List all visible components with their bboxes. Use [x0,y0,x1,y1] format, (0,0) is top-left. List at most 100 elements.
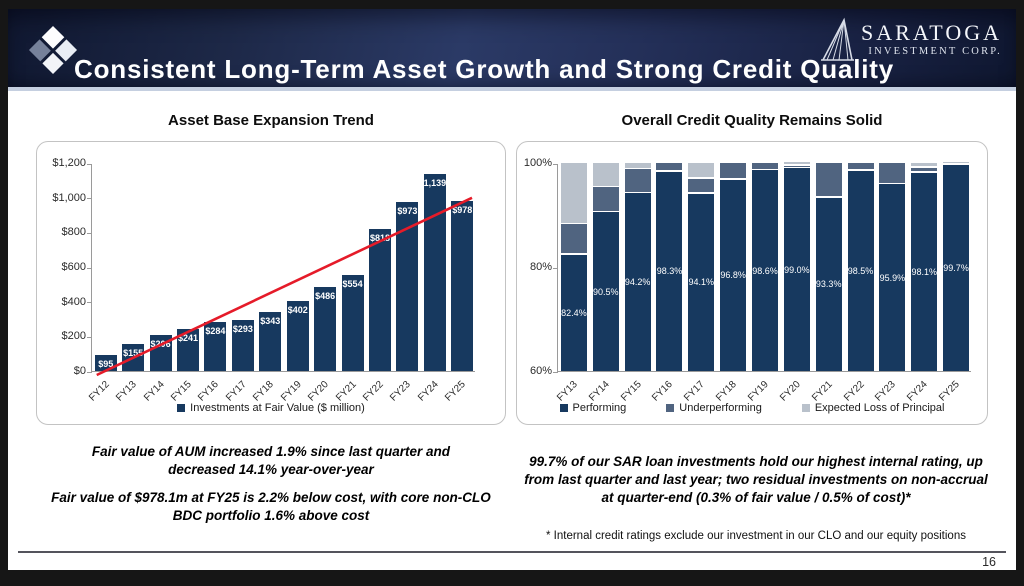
credit-bar-segment-performing [879,184,906,371]
credit-bar-segment-performing [592,212,619,371]
credit-bar-segment-performing [783,168,810,371]
credit-bar-segment-underperforming [815,163,842,197]
diamond-icon [28,25,78,75]
credit-bar-segment-expected-loss-of-principal [624,163,651,168]
credit-bar-value-label: 99.7% [943,262,969,273]
legend-label: Expected Loss of Principal [814,402,945,414]
y-axis-tick-label: $400 [61,295,86,308]
credit-bar-segment-underperforming [752,163,778,169]
legend-label: Underperforming [679,402,762,414]
credit-bar-segment-performing [943,164,970,371]
credit-bar-value-label: 94.1% [688,277,715,288]
y-axis-tick-label: $600 [61,261,86,273]
credit-bar-segment-performing [815,197,842,371]
credit-bar-segment-performing [847,170,874,371]
aum-bar [396,202,419,371]
credit-bar-value-label: 90.5% [593,286,619,297]
slide: Consistent Long-Term Asset Growth and St… [8,9,1016,570]
legend-item-performing: Performing [559,402,627,414]
aum-chart-title: Asset Base Expansion Trend [168,112,374,129]
aum-bar-value-label: $343 [260,315,281,326]
aum-bar [423,173,446,371]
aum-chart-legend: Investments at Fair Value ($ million) [37,402,505,414]
legend-swatch-expected-loss-of-principal [801,404,810,412]
y-axis-tick-label: 80% [529,261,552,273]
legend-swatch-underperforming [666,404,675,412]
y-axis-tick-label: $1,200 [52,157,86,169]
credit-bar-segment-performing [688,193,715,371]
saratoga-logo: SARATOGA INVESTMENT CORP. [819,16,1002,62]
credit-bar-segment-expected-loss-of-principal [783,162,810,165]
credit-bar-segment-expected-loss-of-principal [560,163,587,223]
aum-bar-value-label: $95 [98,358,114,369]
credit-bar-segment-performing [656,171,683,371]
bottom-divider [18,551,1006,553]
credit-bar-segment-underperforming [879,163,906,183]
y-axis-tick-label: $200 [61,330,86,343]
y-axis-tick-label: $0 [73,365,86,377]
header-accent-strip [8,87,1016,91]
y-axis-tick [87,163,92,165]
credit-bar-segment-performing [624,193,651,371]
credit-bar-value-label: 98.5% [847,265,874,276]
y-axis-tick-label: $800 [61,226,86,239]
legend-swatch-performing [559,404,568,412]
aum-bar-value-label: 1,139 [423,177,447,188]
aum-bar-value-label: $402 [287,305,308,316]
legend-swatch-investments [177,404,186,412]
header-bar: Consistent Long-Term Asset Growth and St… [8,9,1016,87]
legend-item-investments: Investments at Fair Value ($ million) [177,402,365,414]
legend-label: Investments at Fair Value ($ million) [190,402,365,414]
aum-bar [369,229,391,371]
aum-bar-value-label: $486 [315,290,336,301]
credit-bar-segment-underperforming [560,224,587,254]
credit-bar-segment-performing [752,170,778,371]
credit-bar-segment-expected-loss-of-principal [592,163,619,186]
y-axis-tick [87,198,92,200]
y-axis-tick [87,371,92,373]
y-axis-tick [553,371,558,373]
credit-chart-plot: 100% 80% 60% 82.4% FY13 90.5% FY14 94.2% FY15 98.… [524,157,971,404]
aum-bar [451,201,474,371]
aum-bar-value-label: $554 [342,278,363,289]
credit-bar-segment-underperforming [911,167,938,172]
credit-bar-value-label: 98.3% [656,266,683,277]
credit-bar-segment-underperforming [847,163,874,170]
credit-bar-value-label: 93.3% [815,279,842,290]
credit-bar-value-label: 94.2% [624,277,651,288]
y-axis-tick [553,267,558,269]
y-axis-tick [87,267,92,269]
credit-bar-segment-underperforming [688,178,715,193]
y-axis-tick-label: $1,000 [52,191,86,204]
y-axis-tick [87,232,92,234]
aum-chart-plot: $0 $200 $400 $600 $800 $1,000 $1,200 $95 FY12 $15… [52,157,475,404]
legend-item-expected-loss-of-principal: Expected Loss of Principal [801,402,945,414]
credit-note: 99.7% of our SAR loan investments hold o… [524,454,988,506]
credit-bar-value-label: 95.9% [879,272,906,283]
y-axis-tick [87,302,92,304]
footnote: * Internal credit ratings exclude our in… [546,530,966,542]
bridge-icon [821,17,855,61]
legend-label: Performing [572,402,627,414]
credit-bar-segment-performing [720,179,747,371]
credit-bar-segment-underperforming [656,163,683,171]
credit-bar-segment-expected-loss-of-principal [911,163,938,167]
aum-note-quarter: Fair value of AUM increased 1.9% since l… [91,444,451,478]
aum-chart-panel: $0 $200 $400 $600 $800 $1,000 $1,200 $95 FY12 $15… [36,141,506,425]
aum-bar-value-label: $818 [369,233,391,244]
credit-bar-segment-expected-loss-of-principal [688,163,715,178]
credit-bar-value-label: 99.0% [784,264,810,275]
logo-primary-text: SARATOGA [861,20,1002,46]
logo-secondary-text: INVESTMENT CORP. [868,45,1002,57]
credit-bar-segment-expected-loss-of-principal [943,162,970,164]
aum-bar-value-label: $155 [123,348,144,359]
page-title: Consistent Long-Term Asset Growth and St… [74,54,895,84]
y-axis-tick-label: 60% [529,365,552,377]
aum-bar-value-label: $293 [232,324,253,335]
aum-note-cost: Fair value of $978.1m at FY25 is 2.2% be… [51,490,491,524]
legend-item-underperforming: Underperforming [666,402,762,414]
credit-bar-segment-performing [911,172,938,371]
credit-bar-value-label: 98.1% [911,266,937,277]
credit-chart-title: Overall Credit Quality Remains Solid [621,112,883,129]
credit-bar-segment-underperforming [624,169,651,192]
